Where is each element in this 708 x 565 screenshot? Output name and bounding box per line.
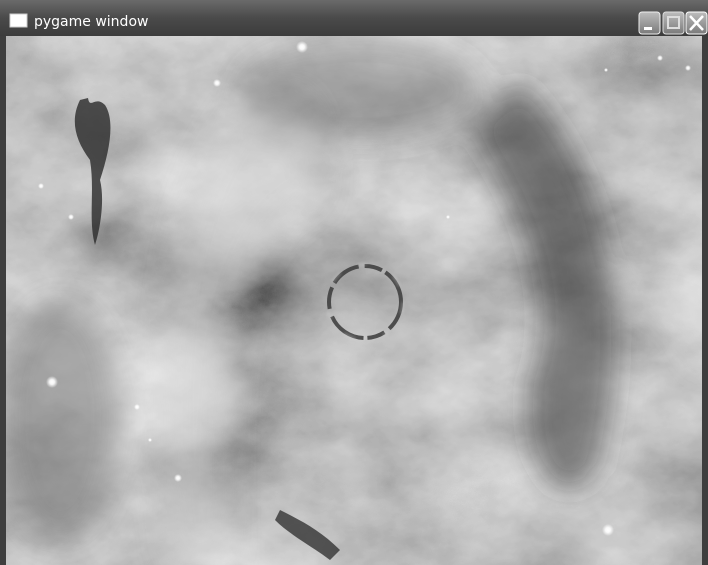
button-face[interactable]: [638, 11, 661, 35]
bright-arc: [161, 91, 322, 560]
stars: [38, 41, 691, 536]
star: [685, 65, 691, 71]
minimize-button[interactable]: [638, 11, 661, 35]
button-glyph[interactable]: [644, 27, 652, 30]
star: [604, 68, 608, 72]
ring-highlight: [326, 263, 404, 341]
star: [134, 404, 140, 410]
dark-pillar: [275, 510, 340, 560]
star: [38, 183, 44, 189]
game-surface: [6, 36, 702, 565]
title-bar: [0, 0, 708, 36]
dark-pillar: [74, 98, 111, 245]
window-title: pygame window: [34, 14, 148, 30]
button-glyph[interactable]: [667, 16, 680, 29]
star: [657, 55, 663, 61]
dark-cloud: [6, 300, 120, 540]
maximize-button[interactable]: [662, 11, 685, 35]
button-face[interactable]: [662, 11, 685, 35]
sprite-ring: [326, 263, 404, 341]
close-button[interactable]: [685, 11, 708, 35]
bright-patch: [600, 280, 702, 380]
star: [68, 214, 74, 220]
window-icon: [9, 13, 28, 28]
star: [213, 79, 221, 87]
star: [446, 215, 450, 219]
ring-outline: [327, 264, 403, 340]
star: [602, 524, 614, 536]
dark-cloud: [240, 40, 480, 140]
button-glyph[interactable]: [689, 15, 704, 31]
nebula-shading: [6, 40, 702, 560]
star: [296, 41, 308, 53]
star: [46, 376, 58, 388]
star: [148, 438, 152, 442]
star: [174, 474, 182, 482]
dark-lane: [470, 80, 616, 490]
